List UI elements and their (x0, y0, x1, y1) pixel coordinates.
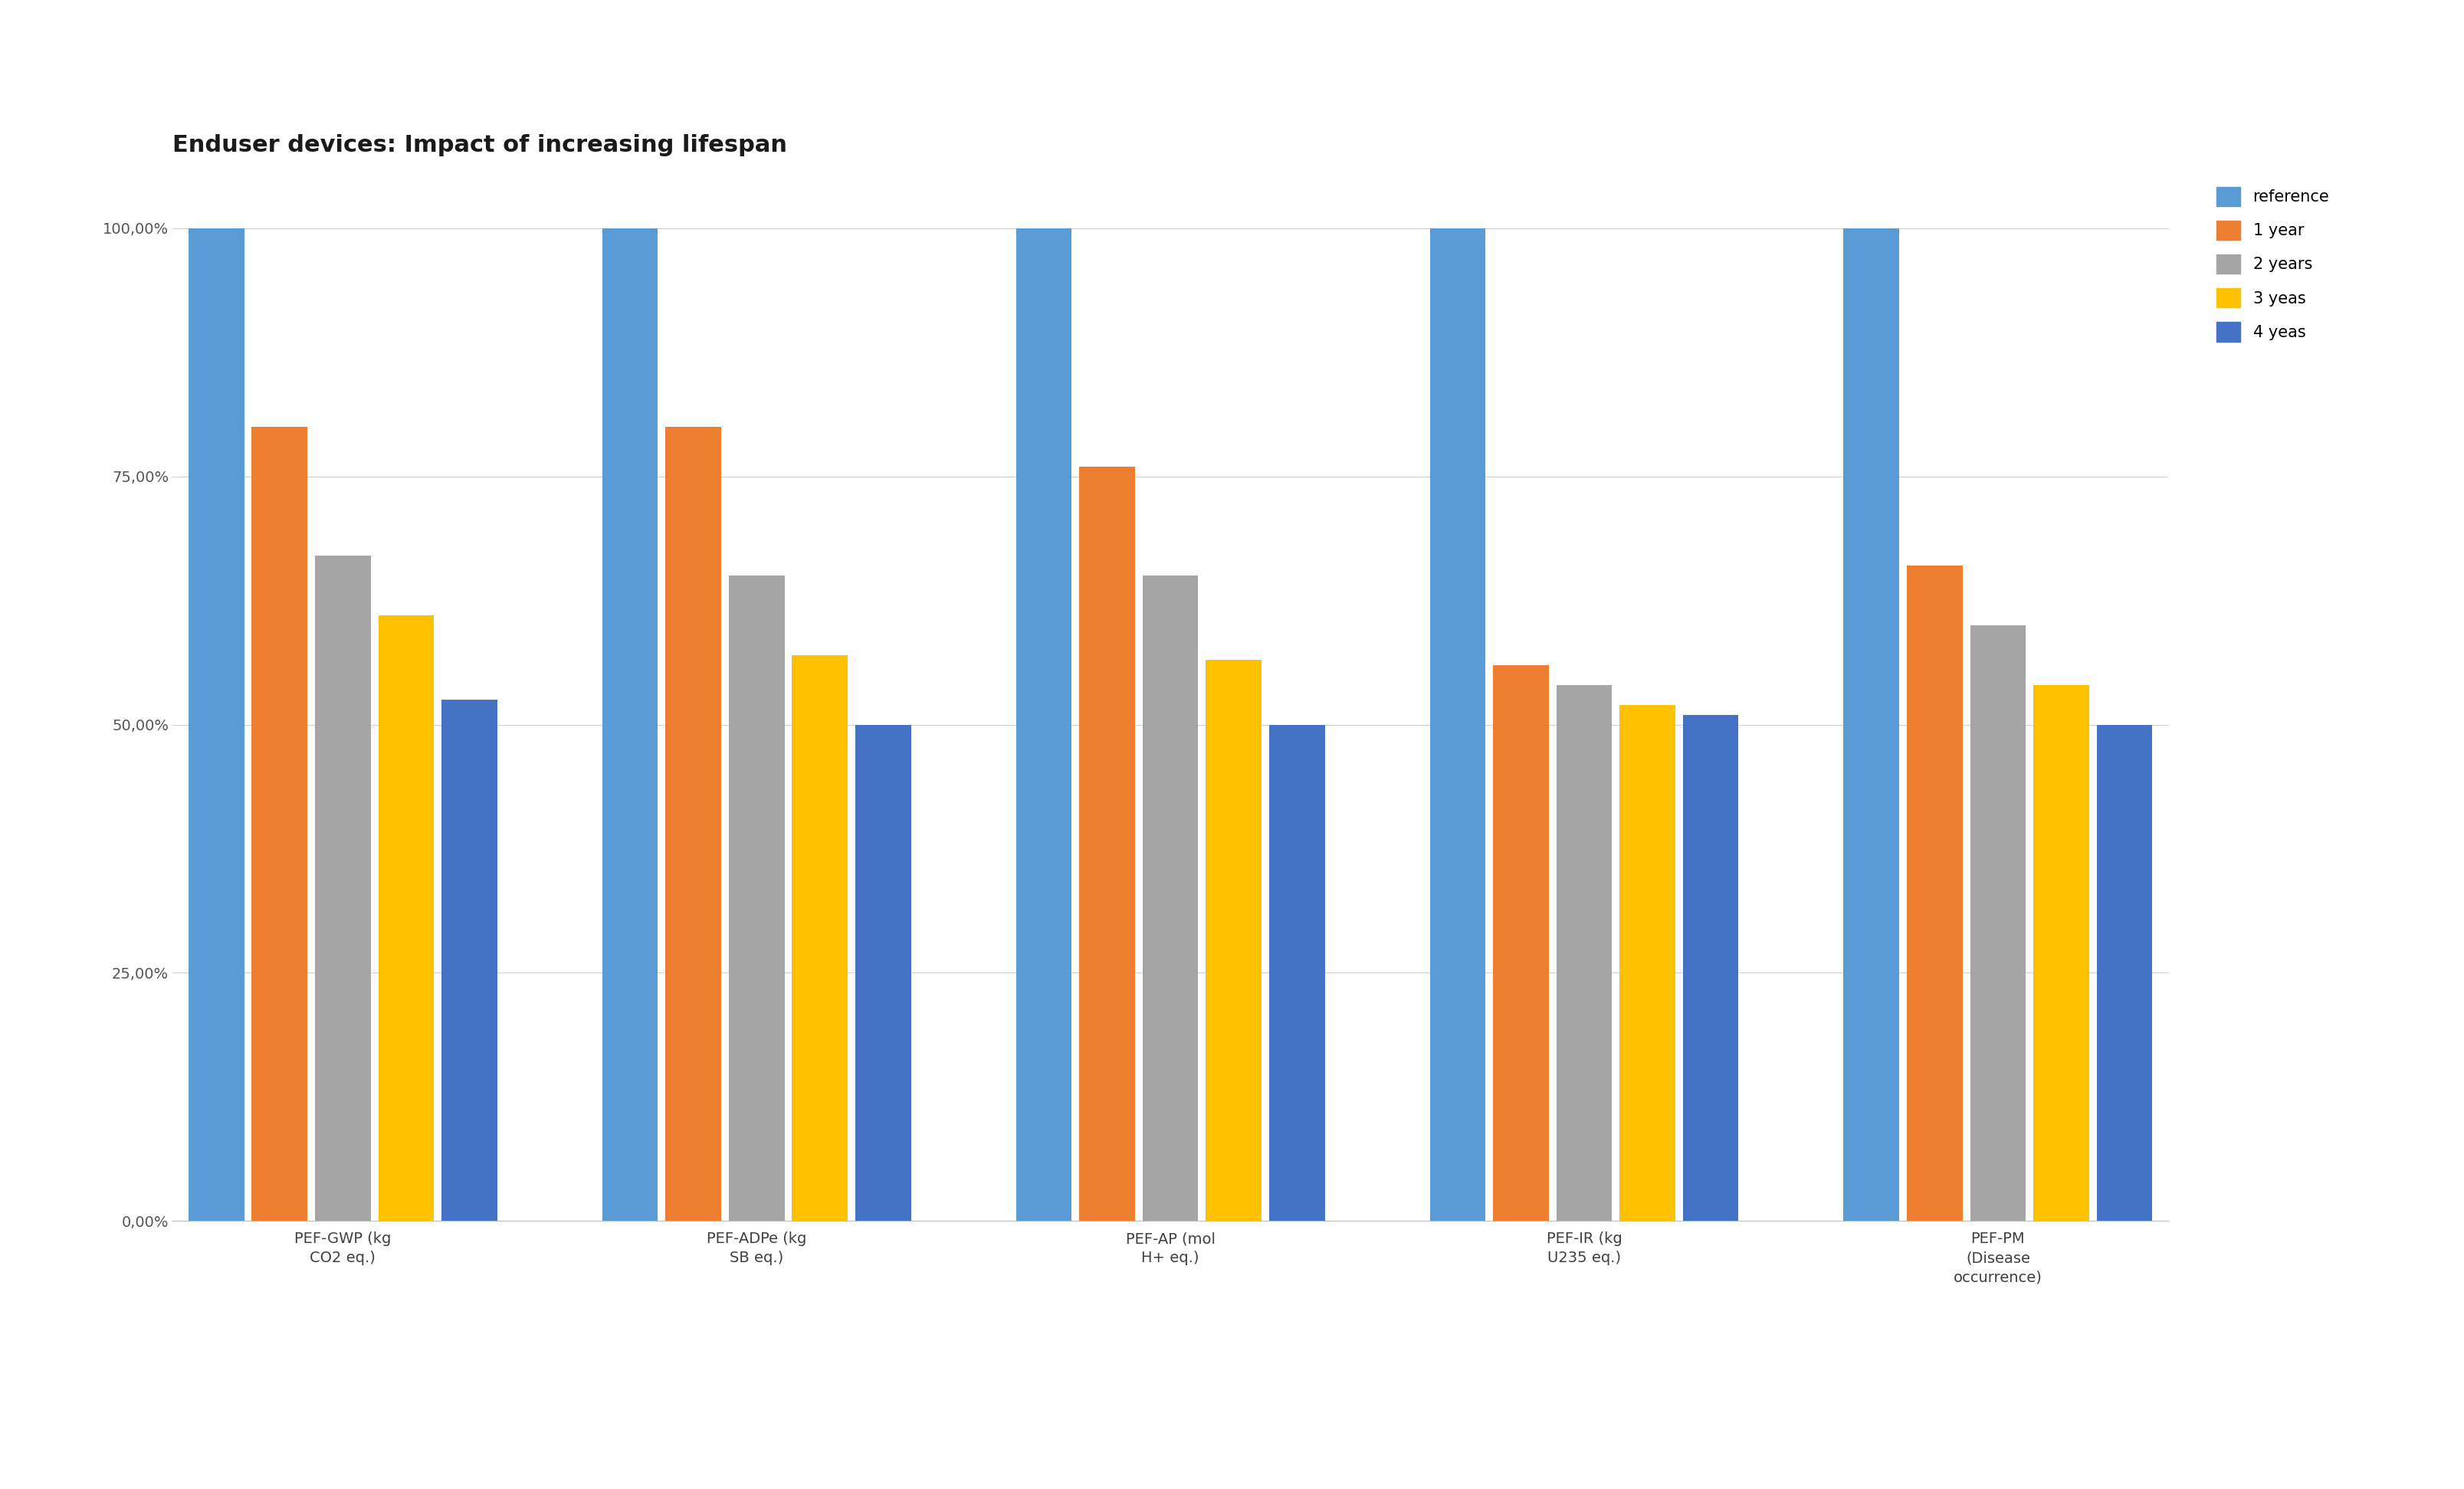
Bar (729, 576, 784, 1221)
Bar (601, 228, 658, 1221)
Bar (1143, 576, 1198, 1221)
Bar (1683, 715, 1740, 1221)
Bar (251, 427, 308, 1221)
Bar (1205, 660, 1262, 1221)
Bar (1429, 228, 1486, 1221)
Bar (665, 427, 722, 1221)
Bar (1269, 725, 1326, 1221)
Bar (1619, 704, 1676, 1221)
Bar (791, 655, 848, 1221)
Bar (1557, 685, 1611, 1221)
Bar (379, 615, 434, 1221)
Bar (1843, 228, 1900, 1221)
Bar (1971, 625, 2025, 1221)
Bar (187, 228, 244, 1221)
Text: Enduser devices: Impact of increasing lifespan: Enduser devices: Impact of increasing li… (172, 134, 786, 156)
Bar (855, 725, 912, 1221)
Legend: reference, 1 year, 2 years, 3 yeas, 4 yeas: reference, 1 year, 2 years, 3 yeas, 4 ye… (2215, 186, 2328, 341)
Bar (1015, 228, 1072, 1221)
Bar (441, 700, 498, 1221)
Bar (315, 555, 370, 1221)
Bar (2033, 685, 2089, 1221)
Bar (1907, 566, 1961, 1221)
Bar (2097, 725, 2154, 1221)
Bar (1079, 466, 1136, 1221)
Bar (1493, 666, 1550, 1221)
